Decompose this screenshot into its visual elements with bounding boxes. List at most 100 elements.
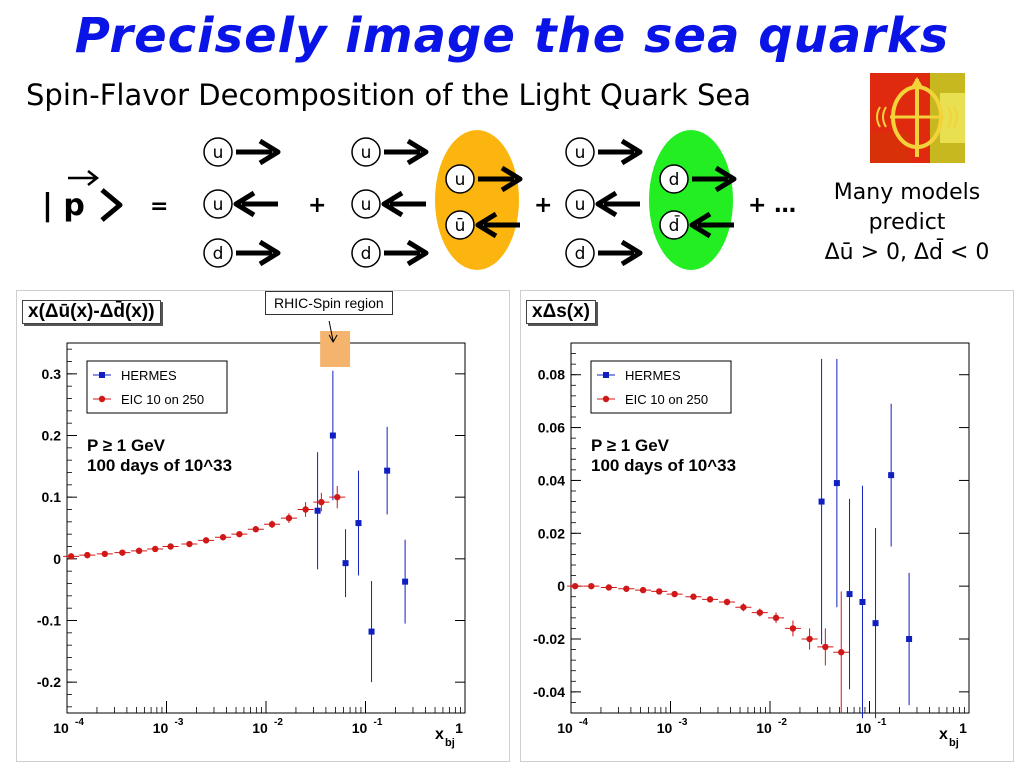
data-point-eic <box>706 596 714 603</box>
x-axis-label-subscript: bj <box>949 737 959 749</box>
annotation-text: P ≥ 1 GeV <box>87 436 166 455</box>
y-tick-label: 0 <box>557 578 565 594</box>
quark-circle-pair-1-b <box>445 210 475 240</box>
y-tick-label: 0.02 <box>538 525 565 541</box>
data-point-eic <box>84 551 91 559</box>
models-note: Many models predict Δū > 0, Δd̄ < 0 <box>812 178 1002 268</box>
data-point-eic <box>302 506 309 513</box>
plus-ellipsis: + … <box>748 193 796 218</box>
spin-down-arrow-icon <box>233 190 278 218</box>
x-tick-exponent: -2 <box>778 717 787 728</box>
spin-up-arrow-icon <box>478 165 523 193</box>
data-point-hermes <box>402 578 409 585</box>
quark-label-2-2: d <box>575 244 586 264</box>
x-tick-label: 10 <box>657 720 673 736</box>
quark-circle-0-1 <box>203 189 233 219</box>
quark-label-1-2: d <box>361 244 372 264</box>
legend-marker-circle <box>602 395 610 403</box>
x-tick-label: 10 <box>756 720 772 736</box>
y-tick-label: 0.06 <box>538 420 565 436</box>
x-tick-label: 10 <box>352 720 368 736</box>
quark-circle-2-2 <box>565 238 595 268</box>
data-point-eic <box>67 553 75 560</box>
x-tick-exponent: -4 <box>75 717 84 728</box>
x-tick-exponent: -1 <box>374 717 383 728</box>
quark-circle-pair-2-b <box>659 210 689 240</box>
data-point-eic <box>101 550 109 558</box>
y-tick-label: 0 <box>53 551 61 567</box>
data-point-eic <box>285 514 293 522</box>
y-tick-label: -0.02 <box>533 631 565 647</box>
data-point-hermes <box>342 560 349 567</box>
data-point-eic <box>723 598 731 606</box>
data-point-hermes <box>314 507 321 514</box>
quark-circle-pair-1-a <box>445 164 475 194</box>
vector-arrow-icon <box>68 170 100 186</box>
spin-down-arrow-icon <box>595 190 640 218</box>
x-axis-label: x <box>939 726 948 743</box>
data-point-eic <box>135 547 143 555</box>
quark-label-2-1: u <box>575 195 586 215</box>
annotation-text: 100 days of 10^33 <box>591 456 736 475</box>
models-line-1: Many models <box>833 180 981 205</box>
x-tick-exponent: -3 <box>679 717 688 728</box>
rhic-pointer-arrow-icon <box>328 320 338 344</box>
quark-label-pair-2-a: d <box>669 170 680 190</box>
ket-p: | p <box>42 188 85 223</box>
data-point-eic <box>656 588 663 595</box>
legend-label: HERMES <box>121 368 177 383</box>
annotation-text: P ≥ 1 GeV <box>591 436 670 455</box>
plus-sign-1: + <box>308 193 326 218</box>
y-tick-label: -0.2 <box>37 674 61 690</box>
page-subtitle: Spin-Flavor Decomposition of the Light Q… <box>26 78 751 112</box>
models-line-3: Δū > 0, Δd̄ < 0 <box>824 240 990 265</box>
y-tick-label: -0.04 <box>533 684 565 700</box>
legend-label: HERMES <box>625 368 681 383</box>
quark-circle-pair-2-a <box>659 164 689 194</box>
quark-circle-2-1 <box>565 189 595 219</box>
x-tick-label: 1 <box>959 720 967 736</box>
sea-pair-ellipse-1 <box>435 130 519 270</box>
chart-title-left: x(Δū(x)-Δd̄(x)) <box>22 300 161 324</box>
legend-box <box>590 360 732 414</box>
data-point-eic <box>772 614 780 622</box>
x-tick-label: 10 <box>53 720 69 736</box>
quark-circle-1-0 <box>351 137 381 167</box>
x-tick-label: 10 <box>557 720 573 736</box>
x-tick-label: 10 <box>252 720 268 736</box>
plot-panel-ubar-dbar: -0.2 -0.1 0 0.1 0.2 0.3 10 -4 10 -3 10 -2 10 -1 1 x bj HE… <box>16 290 510 762</box>
data-point-eic <box>690 593 697 600</box>
spin-up-arrow-icon <box>692 165 737 193</box>
chart-title-right: xΔs(x) <box>526 300 597 324</box>
data-point-eic <box>671 590 678 598</box>
data-point-eic <box>219 534 227 541</box>
spin-down-arrow-icon <box>475 211 520 239</box>
data-point-eic <box>167 543 174 550</box>
data-point-eic <box>588 582 595 590</box>
spin-down-arrow-icon <box>689 211 734 239</box>
data-point-hermes <box>384 467 391 474</box>
y-tick-label: -0.1 <box>37 613 61 629</box>
data-point-eic <box>202 537 210 544</box>
data-point-eic <box>318 498 325 506</box>
data-point-eic <box>838 649 845 656</box>
data-point-eic <box>822 643 829 651</box>
legend-label: EIC 10 on 250 <box>121 392 204 407</box>
data-point-eic <box>268 521 276 528</box>
x-tick-exponent: -3 <box>175 717 184 728</box>
spin-up-arrow-icon <box>384 138 429 166</box>
chart-ubar-minus-dbar: -0.2 -0.1 0 0.1 0.2 0.3 10 -4 10 -3 10 -2 10 -1 1x bj HE… <box>37 320 466 749</box>
data-point-eic <box>571 582 579 590</box>
data-point-eic <box>639 586 647 594</box>
formula-diagram: | p = u u d u u d u ū u u d d d̄ + + + … <box>42 130 796 270</box>
quark-circle-2-0 <box>565 137 595 167</box>
quark-label-1-1: u <box>361 195 372 215</box>
quark-circle-0-2 <box>203 238 233 268</box>
legend-marker-circle <box>98 395 106 403</box>
y-tick-label: 0.1 <box>42 489 62 505</box>
legend-marker-square <box>99 372 105 378</box>
spin-up-arrow-icon <box>598 239 643 267</box>
data-point-eic <box>186 540 193 548</box>
legend-box <box>86 360 228 414</box>
data-point-eic <box>756 609 764 616</box>
